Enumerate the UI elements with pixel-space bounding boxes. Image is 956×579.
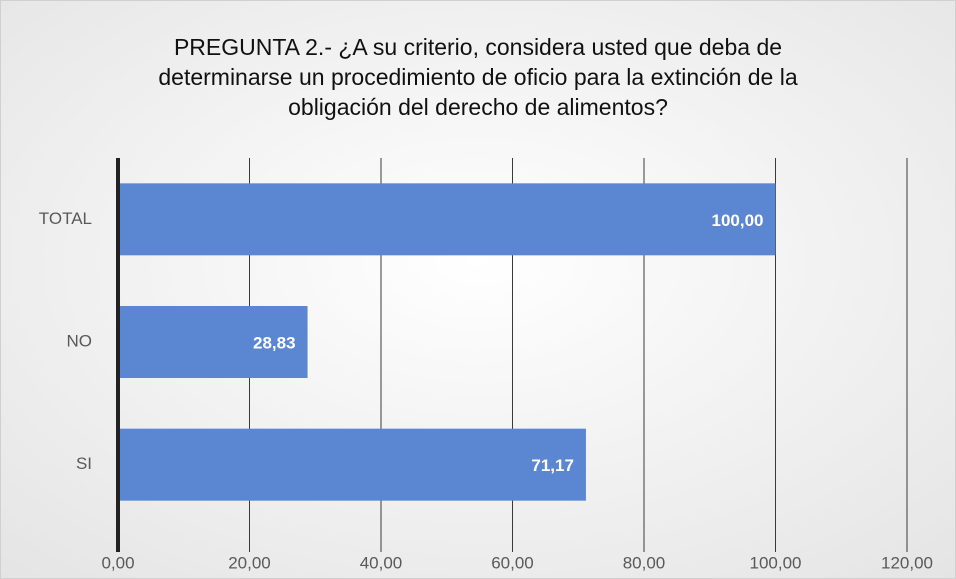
x-tick-label: 60,00 [491,553,534,572]
x-tick-label: 40,00 [360,553,403,572]
x-tick-label: 120,00 [881,553,933,572]
chart-title: determinarse un procedimiento de oficio … [158,64,797,90]
y-tick-label: SI [76,454,92,473]
chart-title: PREGUNTA 2.- ¿A su criterio, considera u… [174,34,782,60]
bar [118,183,776,256]
x-tick-label: 100,00 [750,553,802,572]
chart-title: obligación del derecho de alimentos? [288,94,668,120]
data-label: 71,17 [531,456,574,475]
data-label: 100,00 [712,211,764,230]
x-tick-label: 80,00 [623,553,666,572]
bar [118,428,586,501]
y-tick-label: TOTAL [39,209,92,228]
x-tick-label: 20,00 [228,553,271,572]
y-tick-label: NO [67,331,93,350]
bar [118,306,308,378]
x-tick-label: 0,00 [101,553,134,572]
data-label: 28,83 [253,333,296,352]
